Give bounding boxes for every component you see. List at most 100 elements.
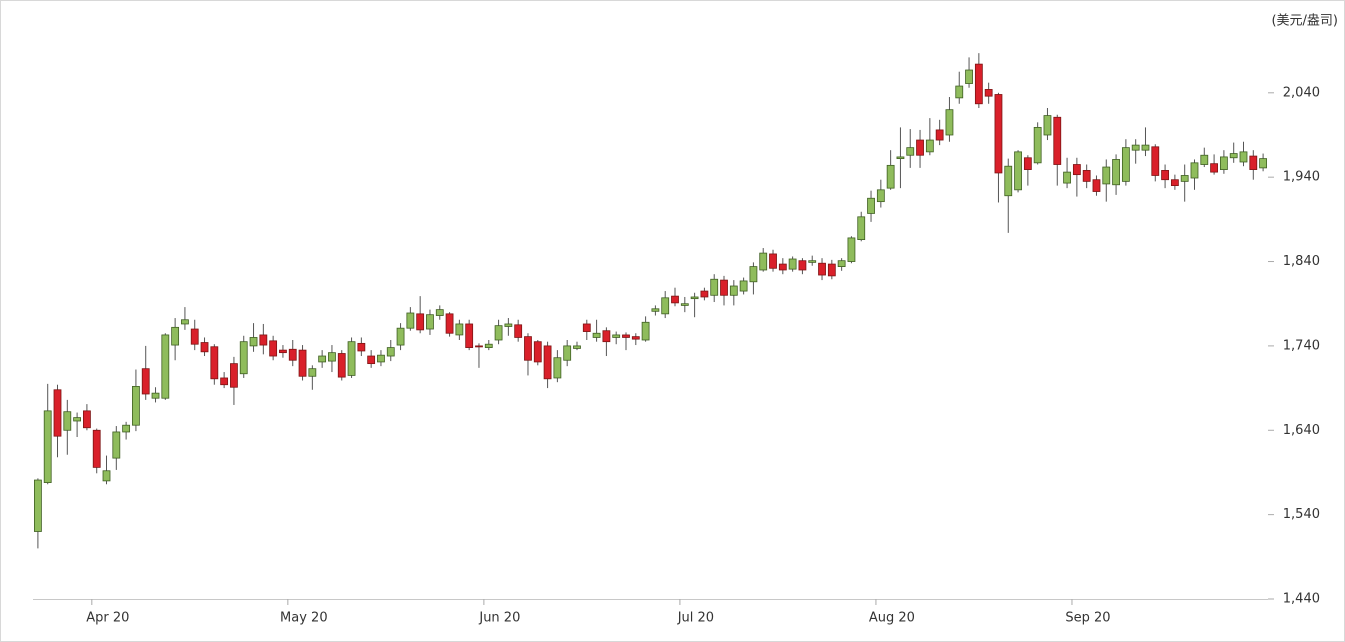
candle-body: [102, 470, 111, 482]
candle-body: [377, 354, 385, 363]
candle-body: [994, 94, 1003, 174]
candle-body: [83, 410, 91, 429]
candle-body: [837, 260, 846, 267]
candle-body: [259, 334, 268, 346]
candle-body: [298, 349, 307, 377]
candle-body: [1033, 126, 1042, 164]
candle-body: [1200, 154, 1209, 165]
candle-body: [1239, 151, 1248, 163]
candle-body: [778, 263, 787, 271]
candle-body: [337, 353, 346, 378]
candle-body: [1063, 171, 1071, 184]
unit-label: (美元/盎司): [1271, 14, 1338, 29]
x-tick-label: Apr 20: [86, 611, 129, 626]
candle-body: [1121, 147, 1130, 182]
y-tick-label: 1,740: [1283, 338, 1320, 353]
candle-body: [494, 325, 503, 341]
candle-body: [34, 479, 42, 532]
candle-body: [945, 109, 954, 136]
candle-body: [1082, 170, 1091, 182]
candle-body: [867, 197, 875, 214]
candle-body: [328, 352, 336, 362]
candle-body: [308, 368, 317, 377]
candle-body: [984, 89, 993, 97]
x-tick-label: Jul 20: [677, 611, 714, 626]
candle-body: [1161, 170, 1169, 181]
candle-body: [1210, 163, 1218, 173]
candle-body: [818, 262, 826, 276]
candle-body: [132, 385, 140, 426]
y-tick-label: 1,940: [1283, 170, 1320, 185]
y-tick-label: 1,440: [1283, 592, 1320, 607]
candle-body: [112, 431, 121, 459]
candle-body: [92, 429, 101, 468]
candle-body: [622, 334, 630, 338]
candle-body: [43, 410, 52, 483]
candle-body: [53, 389, 62, 437]
candle-body: [249, 337, 258, 347]
candle-body: [641, 321, 650, 341]
candle-body: [269, 340, 278, 357]
candle-body: [1014, 151, 1022, 191]
candle-body: [396, 327, 405, 346]
candle-body: [857, 216, 866, 240]
candle-body: [279, 349, 287, 354]
candle-body: [1141, 144, 1150, 151]
candle-body: [190, 328, 199, 345]
candle-body: [367, 355, 376, 365]
candle-body: [288, 348, 297, 361]
x-tick-label: Aug 20: [869, 611, 915, 626]
candle-body: [455, 323, 464, 336]
candle-body: [533, 341, 542, 363]
candle-body: [465, 323, 474, 348]
candle-body: [63, 411, 72, 431]
candle-body: [749, 266, 758, 283]
candle-body: [1229, 153, 1238, 159]
candle-body: [553, 357, 562, 379]
candle-body: [514, 324, 523, 338]
candle-body: [426, 314, 434, 330]
candle-body: [651, 308, 660, 312]
candle-body: [886, 164, 895, 189]
candle-body: [631, 336, 640, 340]
candle-body: [416, 313, 425, 331]
candle-body: [357, 342, 366, 352]
candle-body: [1131, 144, 1140, 151]
candle-body: [788, 258, 797, 270]
candle-body: [1151, 146, 1160, 176]
y-tick-label: 1,640: [1283, 423, 1320, 438]
candle-body: [720, 279, 728, 296]
candle-body: [1180, 175, 1189, 182]
candle-body: [974, 63, 983, 105]
candle-body: [847, 237, 856, 262]
candle-body: [739, 280, 748, 292]
candle-body: [406, 312, 415, 329]
candle-body: [220, 377, 229, 386]
candle-body: [475, 345, 483, 348]
candle-body: [965, 69, 973, 84]
x-tick-label: Jun 20: [478, 611, 520, 626]
candle-body: [230, 363, 238, 388]
candle-body: [543, 345, 552, 380]
candle-body: [171, 326, 180, 346]
candle-body: [710, 278, 719, 296]
candle-body: [700, 290, 709, 298]
candle-body: [161, 334, 170, 399]
candle-body: [955, 85, 964, 99]
candle-body: [876, 189, 885, 203]
candle-body: [769, 253, 777, 269]
candle-body: [1043, 115, 1052, 136]
candle-body: [347, 341, 356, 376]
candle-body: [573, 345, 581, 349]
candle-body: [925, 139, 934, 153]
candle-body: [1092, 179, 1101, 192]
candle-body: [1102, 166, 1111, 185]
y-tick-label: 1,540: [1283, 507, 1320, 522]
candle-body: [181, 319, 189, 325]
candle-body: [759, 252, 768, 271]
y-tick-label: 2,040: [1283, 85, 1320, 100]
candle-body: [808, 260, 817, 263]
candle-body: [661, 297, 670, 315]
candle-body: [563, 345, 572, 361]
